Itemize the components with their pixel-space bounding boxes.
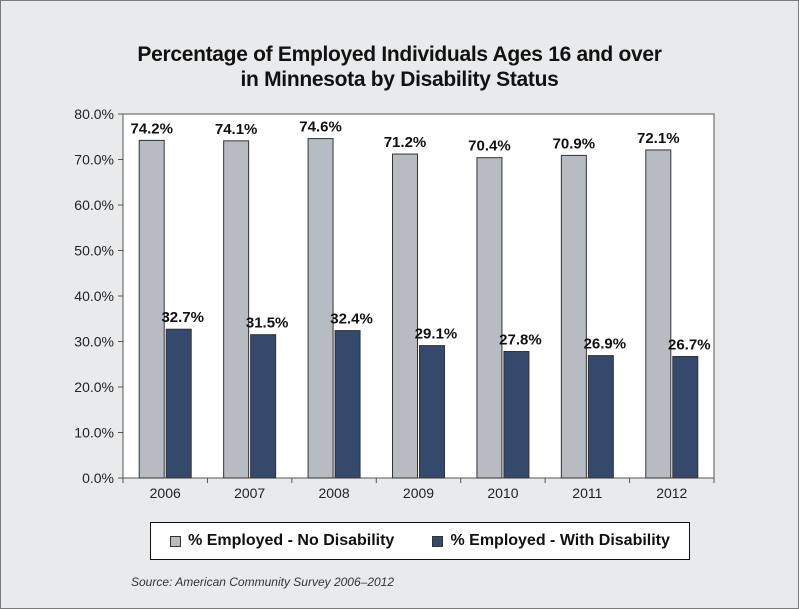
y-tick-label: 40.0% xyxy=(74,288,114,304)
bar-with-disability xyxy=(419,345,445,479)
data-label-with-disability: 32.7% xyxy=(161,309,204,326)
data-label-with-disability: 31.5% xyxy=(246,315,289,332)
x-tick-label: 2007 xyxy=(234,485,265,501)
legend-label-no-disability: % Employed - No Disability xyxy=(188,532,395,549)
y-tick-label: 30.0% xyxy=(74,334,114,350)
bar-with-disability xyxy=(503,351,530,479)
legend-item-no-disability: % Employed - No Disability xyxy=(170,532,394,550)
y-tick-label: 50.0% xyxy=(74,243,114,259)
chart-title-line2: in Minnesota by Disability Status xyxy=(240,68,559,91)
legend-label-with-disability: % Employed - With Disability xyxy=(450,532,670,549)
y-tick-label: 20.0% xyxy=(74,379,114,395)
x-tick-label: 2010 xyxy=(487,485,518,501)
chart-title-line1: Percentage of Employed Individuals Ages … xyxy=(137,43,662,66)
bar-with-disability xyxy=(672,356,699,479)
legend-item-with-disability: % Employed - With Disability xyxy=(432,532,670,550)
bar-no-disability xyxy=(392,153,418,479)
data-label-with-disability: 26.7% xyxy=(668,337,711,354)
data-label-no-disability: 74.2% xyxy=(130,120,173,137)
data-label-with-disability: 32.4% xyxy=(330,311,373,328)
data-label-no-disability: 74.6% xyxy=(299,119,342,136)
chart-legend: % Employed - No Disability % Employed - … xyxy=(150,522,690,560)
data-label-no-disability: 70.4% xyxy=(468,138,511,155)
x-tick-label: 2012 xyxy=(656,485,687,501)
source-note: Source: American Community Survey 2006–2… xyxy=(131,575,395,589)
bar-no-disability xyxy=(560,154,587,479)
data-label-no-disability: 70.9% xyxy=(553,135,596,152)
bar-with-disability xyxy=(250,334,277,479)
data-label-no-disability: 71.2% xyxy=(384,134,427,151)
bar-no-disability xyxy=(307,138,334,479)
data-label-with-disability: 26.9% xyxy=(584,336,627,353)
data-label-no-disability: 74.1% xyxy=(215,121,258,138)
data-label-with-disability: 27.8% xyxy=(499,332,542,349)
x-tick-label: 2006 xyxy=(150,485,181,501)
legend-swatch-no-disability xyxy=(170,535,182,547)
y-tick-label: 0.0% xyxy=(82,470,114,486)
y-tick-label: 60.0% xyxy=(74,197,114,213)
legend-swatch-with-disability xyxy=(432,535,444,547)
y-tick-label: 70.0% xyxy=(74,152,114,168)
bar-with-disability xyxy=(165,328,192,479)
data-label-no-disability: 72.1% xyxy=(637,130,680,147)
x-tick-label: 2011 xyxy=(572,485,602,501)
bar-with-disability xyxy=(587,355,614,479)
x-tick-label: 2008 xyxy=(318,485,349,501)
bar-no-disability xyxy=(138,139,165,479)
bar-with-disability xyxy=(334,330,361,479)
y-tick-label: 80.0% xyxy=(74,106,114,122)
chart-title: Percentage of Employed Individuals Ages … xyxy=(0,42,799,92)
data-label-with-disability: 29.1% xyxy=(415,326,458,343)
y-tick-label: 10.0% xyxy=(74,425,114,441)
bar-no-disability xyxy=(645,149,672,479)
bar-no-disability xyxy=(223,140,250,479)
plot-area xyxy=(122,113,715,479)
x-tick-label: 2009 xyxy=(403,485,434,501)
bar-no-disability xyxy=(476,157,503,479)
